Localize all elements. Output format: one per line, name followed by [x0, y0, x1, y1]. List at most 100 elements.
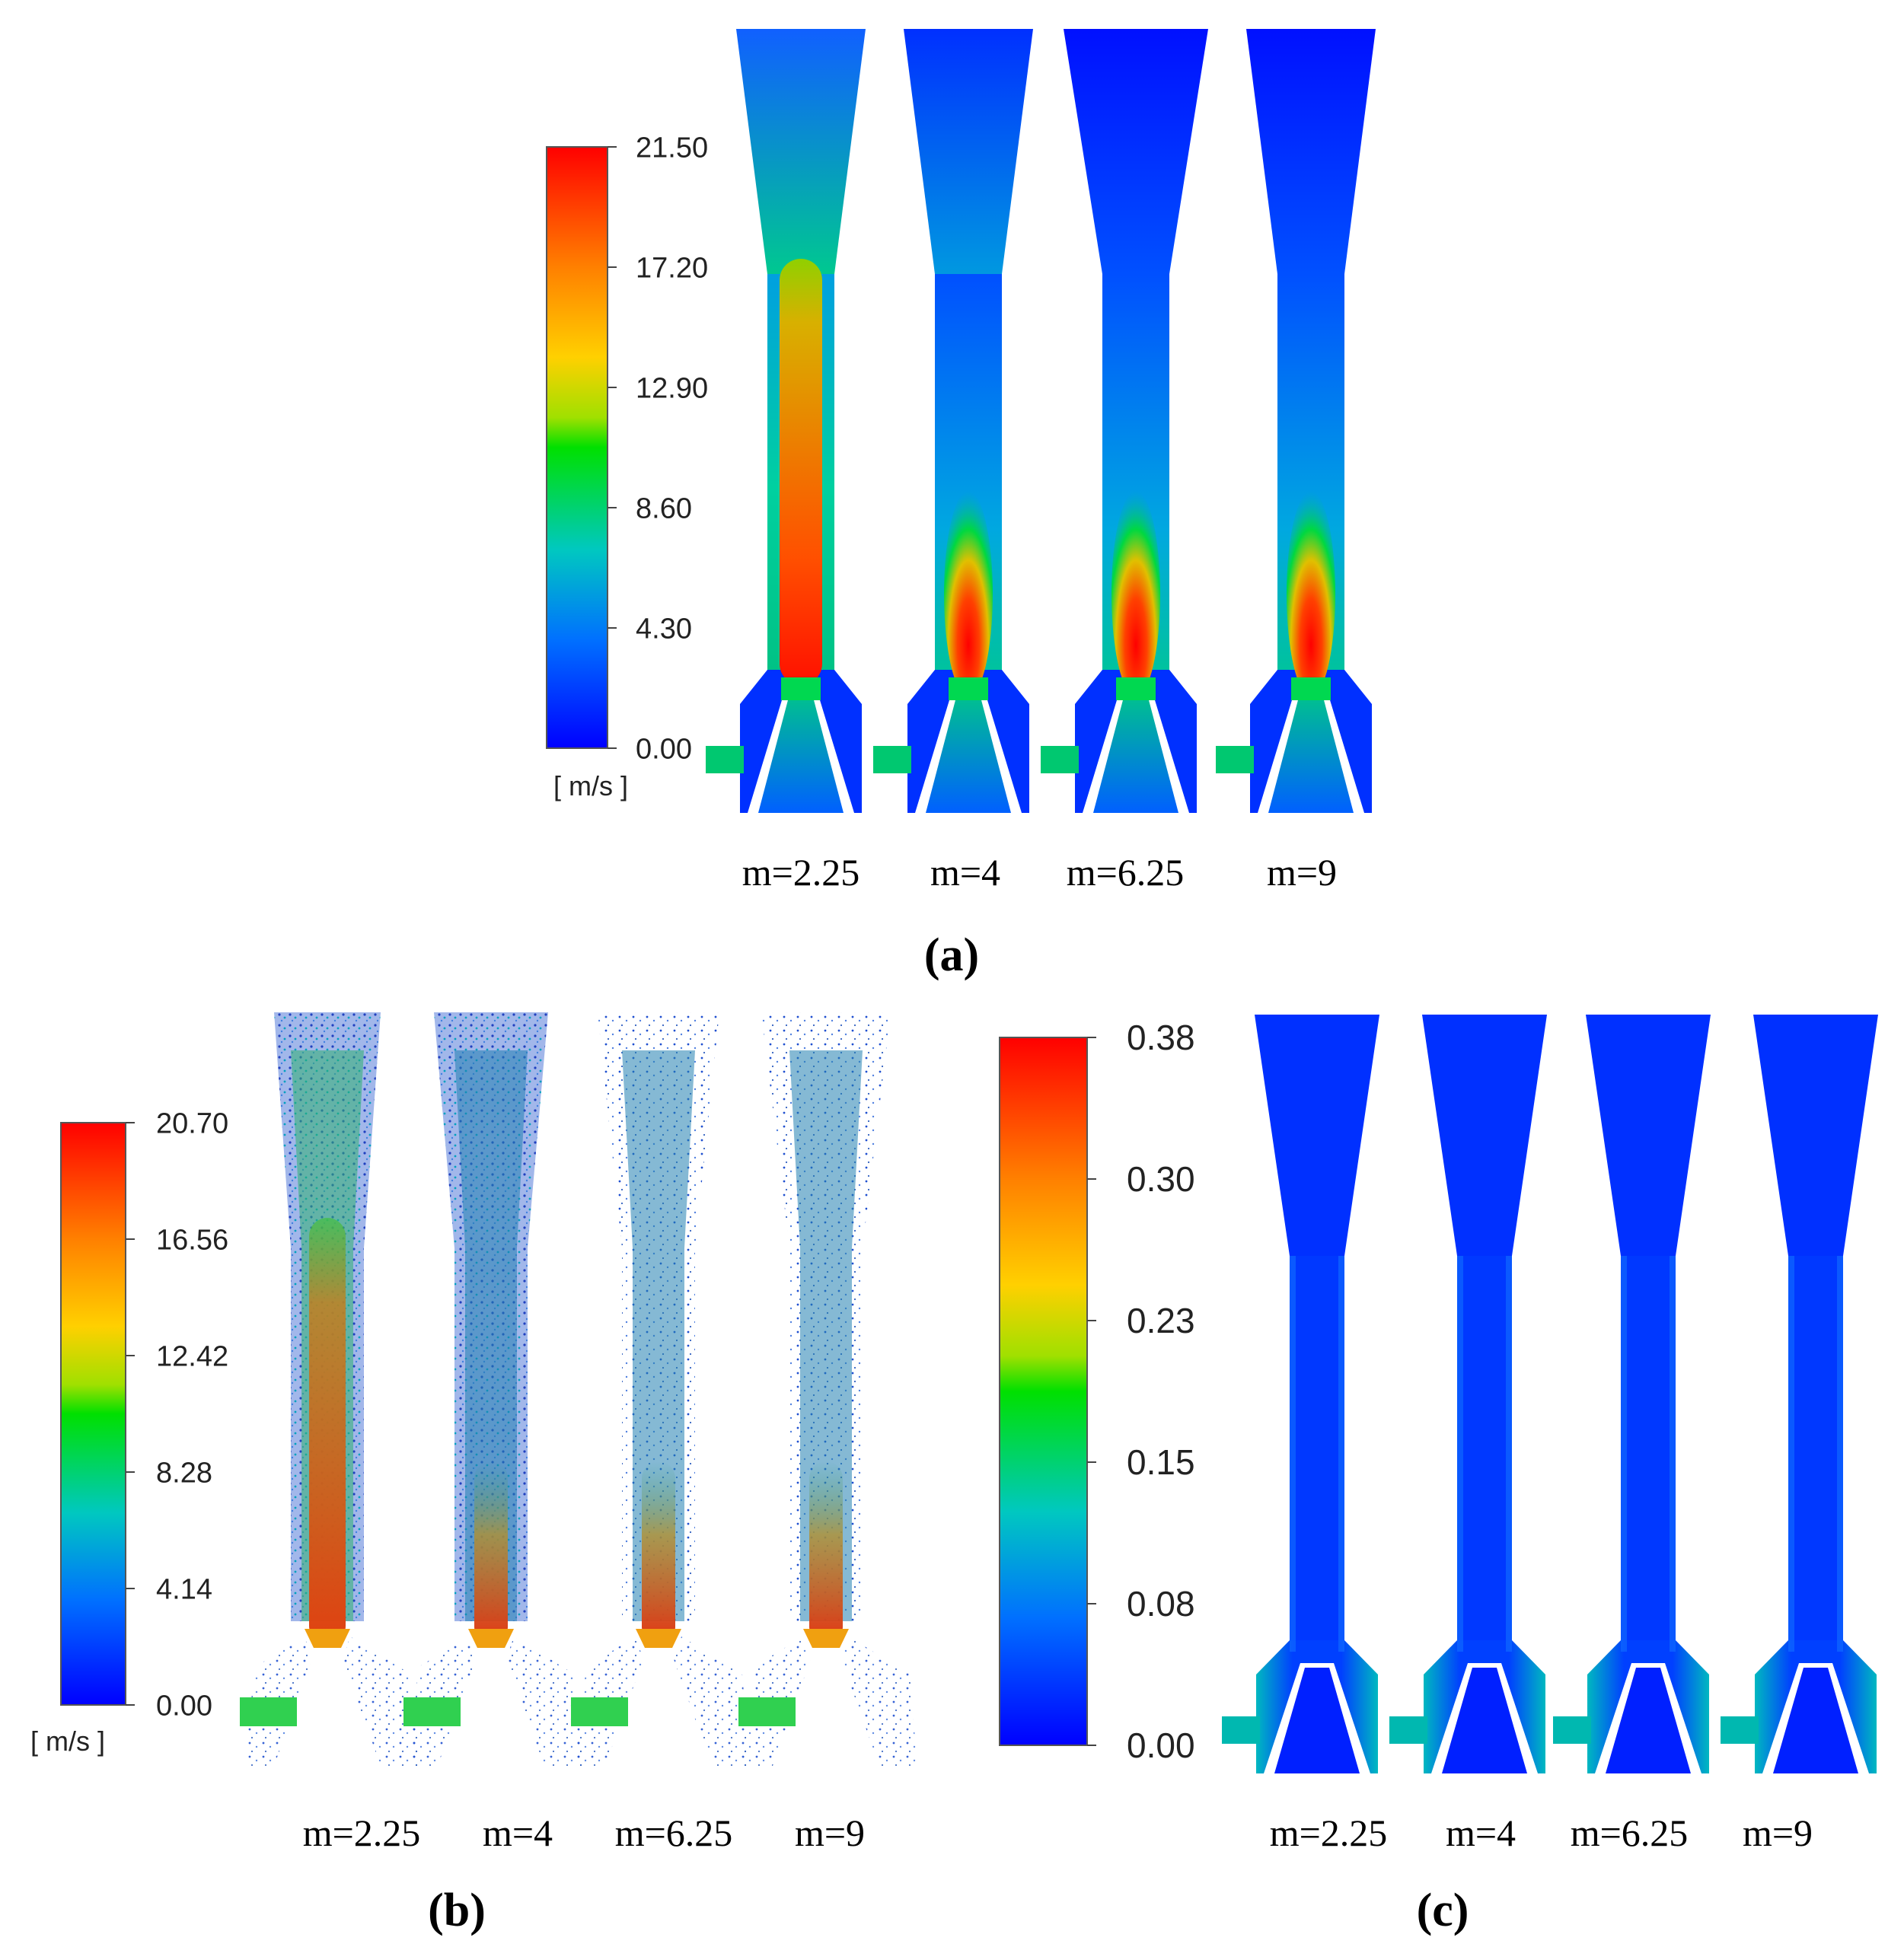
particle-core-halo: [454, 1050, 528, 1621]
tick-label: 0.00: [156, 1690, 212, 1722]
right-chamber-particles: [506, 1636, 582, 1766]
panel-c-caption: (c): [1417, 1885, 1469, 1936]
inlet-particle-stream: [240, 1697, 297, 1726]
colorbar-gradient: [999, 1037, 1088, 1746]
tick-label: 16.56: [156, 1224, 228, 1256]
diffuser-cone: [1586, 1015, 1711, 1256]
wall-layer: [1837, 1256, 1843, 1652]
inlet-particle-stream: [738, 1697, 796, 1726]
mixing-zone: [1291, 677, 1331, 700]
tick-label: 8.60: [636, 492, 692, 524]
inlet-particle-stream: [403, 1697, 461, 1726]
tick-label: 12.90: [636, 372, 708, 404]
colorbar-ticks: 0.38 0.30 0.23 0.15 0.08 0.00: [1087, 1018, 1195, 1765]
wall-layer: [1506, 1256, 1512, 1652]
wall-layer: [1290, 1256, 1296, 1652]
particle-case-4: [738, 1012, 917, 1766]
particle-case-2: [403, 1012, 582, 1766]
diffuser-cone: [1255, 1015, 1379, 1256]
wall-layer: [1338, 1256, 1344, 1652]
wall-layer: [1788, 1256, 1794, 1652]
panel-b-case-labels: m=2.25 m=4 m=6.25 m=9: [303, 1812, 865, 1854]
diffuser-cone: [1422, 1015, 1547, 1256]
case-label: m=4: [930, 851, 1000, 894]
suction-inlet: [1222, 1716, 1260, 1744]
tick-label: 20.70: [156, 1107, 228, 1139]
suction-inlet: [1553, 1716, 1591, 1744]
primary-nozzle-flow: [926, 697, 1011, 813]
diffuser-cone: [1064, 29, 1208, 274]
case-label: m=9: [795, 1812, 865, 1854]
tick-label: 0.15: [1127, 1442, 1195, 1482]
suction-inlet: [706, 746, 744, 773]
particle-core: [809, 1461, 843, 1644]
tick-label: 12.42: [156, 1340, 228, 1372]
right-chamber-particles: [674, 1636, 750, 1766]
colorbar-unit: [ m/s ]: [30, 1726, 105, 1757]
primary-nozzle-flow: [1442, 1668, 1527, 1773]
tick-label: 0.38: [1127, 1018, 1195, 1057]
tick-label: 0.08: [1127, 1584, 1195, 1624]
colorbar-gradient: [60, 1122, 126, 1706]
tick-label: 0.23: [1127, 1301, 1195, 1340]
contour-case-2: [1389, 1015, 1547, 1773]
throat-tube: [1621, 1256, 1676, 1671]
inlet-particle-stream: [571, 1697, 628, 1726]
panel-b-particles: [240, 1012, 917, 1766]
primary-nozzle-flow: [1274, 1668, 1360, 1773]
contour-case-4: [1721, 1015, 1878, 1773]
case-label: m=2.25: [303, 1812, 421, 1854]
particle-core-halo: [789, 1050, 863, 1621]
panel-c: 0.38 0.30 0.23 0.15 0.08 0.00 m=2.25 m=4 m=6.25…: [999, 1015, 1878, 1936]
tick-label: 17.20: [636, 252, 708, 284]
suction-inlet: [1041, 746, 1079, 773]
tick-label: 8.28: [156, 1457, 212, 1489]
high-velocity-core: [944, 491, 993, 696]
nozzle-case-3: [1041, 29, 1208, 813]
suction-inlet: [1721, 1716, 1759, 1744]
primary-nozzle-flow: [758, 697, 844, 813]
tick-label: 21.50: [636, 132, 708, 164]
suction-inlet: [1389, 1716, 1427, 1744]
panel-a: 21.50 17.20 12.90 8.60 4.30 0.00 [ m/s ] m=2.…: [546, 29, 1376, 981]
throat-inlet-particles: [305, 1629, 350, 1648]
throat-inlet-particles: [636, 1629, 681, 1648]
throat-inlet-particles: [803, 1629, 849, 1648]
diffuser-cone: [1246, 29, 1376, 274]
case-label: m=6.25: [615, 1812, 733, 1854]
tick-label: 0.00: [636, 733, 692, 765]
tick-label: 4.30: [636, 613, 692, 645]
diffuser-cone: [1753, 1015, 1878, 1256]
colorbar-ticks: 20.70 16.56 12.42 8.28 4.14 0.00: [126, 1107, 228, 1722]
panel-a-contours: [706, 29, 1376, 813]
wall-layer: [1621, 1256, 1627, 1652]
throat-inlet-particles: [468, 1629, 514, 1648]
suction-inlet: [873, 746, 911, 773]
particle-core: [309, 1218, 346, 1644]
tick-label: 0.30: [1127, 1159, 1195, 1199]
diffuser-cone: [904, 29, 1033, 274]
high-velocity-core: [1287, 491, 1335, 696]
nozzle-case-1: [706, 29, 866, 813]
colorbar-ticks: 21.50 17.20 12.90 8.60 4.30 0.00: [608, 132, 708, 765]
case-label: m=9: [1743, 1812, 1813, 1854]
mixing-zone: [1116, 677, 1156, 700]
high-velocity-core: [780, 259, 822, 685]
tick-label: 4.14: [156, 1573, 212, 1605]
diffuser-cone: [736, 29, 866, 274]
case-label: m=2.25: [1270, 1812, 1388, 1854]
particle-core: [474, 1461, 508, 1644]
throat-tube: [1290, 1256, 1344, 1671]
mixing-zone: [949, 677, 988, 700]
panel-a-colorbar: 21.50 17.20 12.90 8.60 4.30 0.00 [ m/s ]: [546, 132, 708, 801]
particle-case-3: [571, 1012, 750, 1766]
panel-b-colorbar: 20.70 16.56 12.42 8.28 4.14 0.00 [ m/s ]: [30, 1107, 228, 1757]
colorbar-unit: [ m/s ]: [553, 770, 628, 801]
primary-nozzle-flow: [1268, 697, 1354, 813]
nozzle-case-4: [1216, 29, 1376, 813]
case-label: m=4: [1446, 1812, 1516, 1854]
panel-c-colorbar: 0.38 0.30 0.23 0.15 0.08 0.00: [999, 1018, 1195, 1765]
nozzle-case-2: [873, 29, 1033, 813]
case-label: m=6.25: [1067, 851, 1185, 894]
